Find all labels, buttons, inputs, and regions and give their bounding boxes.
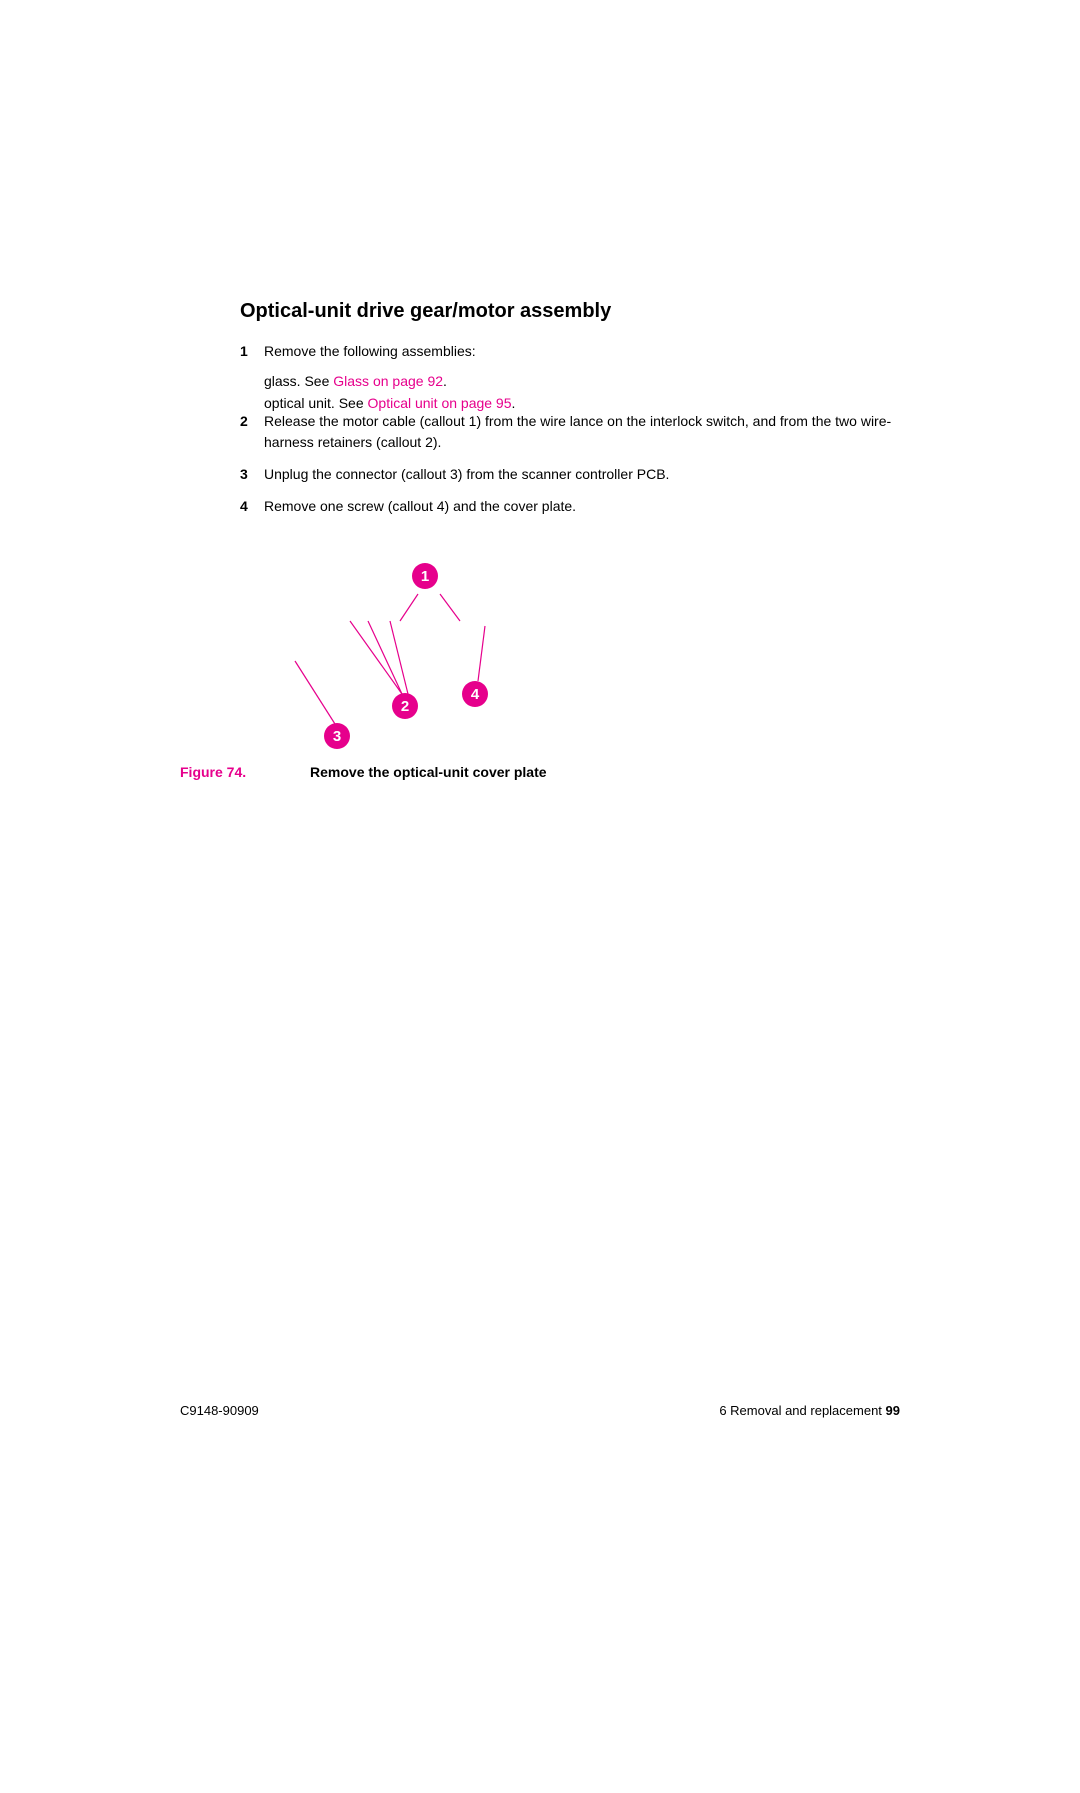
- step-number: 2: [240, 411, 264, 452]
- footer-left: C9148-90909: [180, 1403, 259, 1418]
- step-number: 4: [240, 496, 264, 516]
- subline-suffix: .: [443, 373, 447, 389]
- callout-line: [295, 661, 335, 724]
- page-footer: C9148-90909 6 Removal and replacement 99: [180, 1403, 900, 1418]
- callout-line: [390, 621, 408, 694]
- step-number: 1: [240, 341, 264, 361]
- callout-line: [368, 621, 402, 694]
- step-body: Unplug the connector (callout 3) from th…: [264, 464, 940, 484]
- callout-line: [350, 621, 402, 694]
- step-number: 3: [240, 464, 264, 484]
- figure-caption-text: Remove the optical-unit cover plate: [310, 764, 547, 780]
- step-body: Remove the following assemblies:: [264, 341, 940, 361]
- callout-line: [440, 594, 460, 621]
- steps-list: 1Remove the following assemblies: glass. …: [240, 341, 940, 516]
- cross-reference-link[interactable]: Optical unit on page 95: [368, 395, 512, 411]
- step-item: 4Remove one screw (callout 4) and the co…: [240, 496, 940, 516]
- step-body: Remove one screw (callout 4) and the cov…: [264, 496, 940, 516]
- step-item: 1Remove the following assemblies:: [240, 341, 940, 361]
- figure-area: 1234: [240, 546, 940, 926]
- step-item: 3Unplug the connector (callout 3) from t…: [240, 464, 940, 484]
- figure-label: Figure 74.: [180, 764, 246, 780]
- figure-caption: Figure 74. Remove the optical-unit cover…: [180, 764, 547, 780]
- subline-suffix: .: [512, 395, 516, 411]
- callout-line: [478, 626, 485, 681]
- footer-right: 6 Removal and replacement 99: [719, 1403, 900, 1418]
- callout-line: [400, 594, 418, 621]
- step-subline: optical unit. See Optical unit on page 9…: [264, 395, 940, 411]
- step-body: Release the motor cable (callout 1) from…: [264, 411, 940, 452]
- step-item: 2Release the motor cable (callout 1) fro…: [240, 411, 940, 452]
- step-subline: glass. See Glass on page 92.: [264, 373, 940, 389]
- cross-reference-link[interactable]: Glass on page 92: [333, 373, 443, 389]
- subline-prefix: glass. See: [264, 373, 333, 389]
- subline-prefix: optical unit. See: [264, 395, 368, 411]
- section-heading: Optical-unit drive gear/motor assembly: [240, 300, 940, 323]
- page-content: Optical-unit drive gear/motor assembly 1…: [240, 300, 940, 926]
